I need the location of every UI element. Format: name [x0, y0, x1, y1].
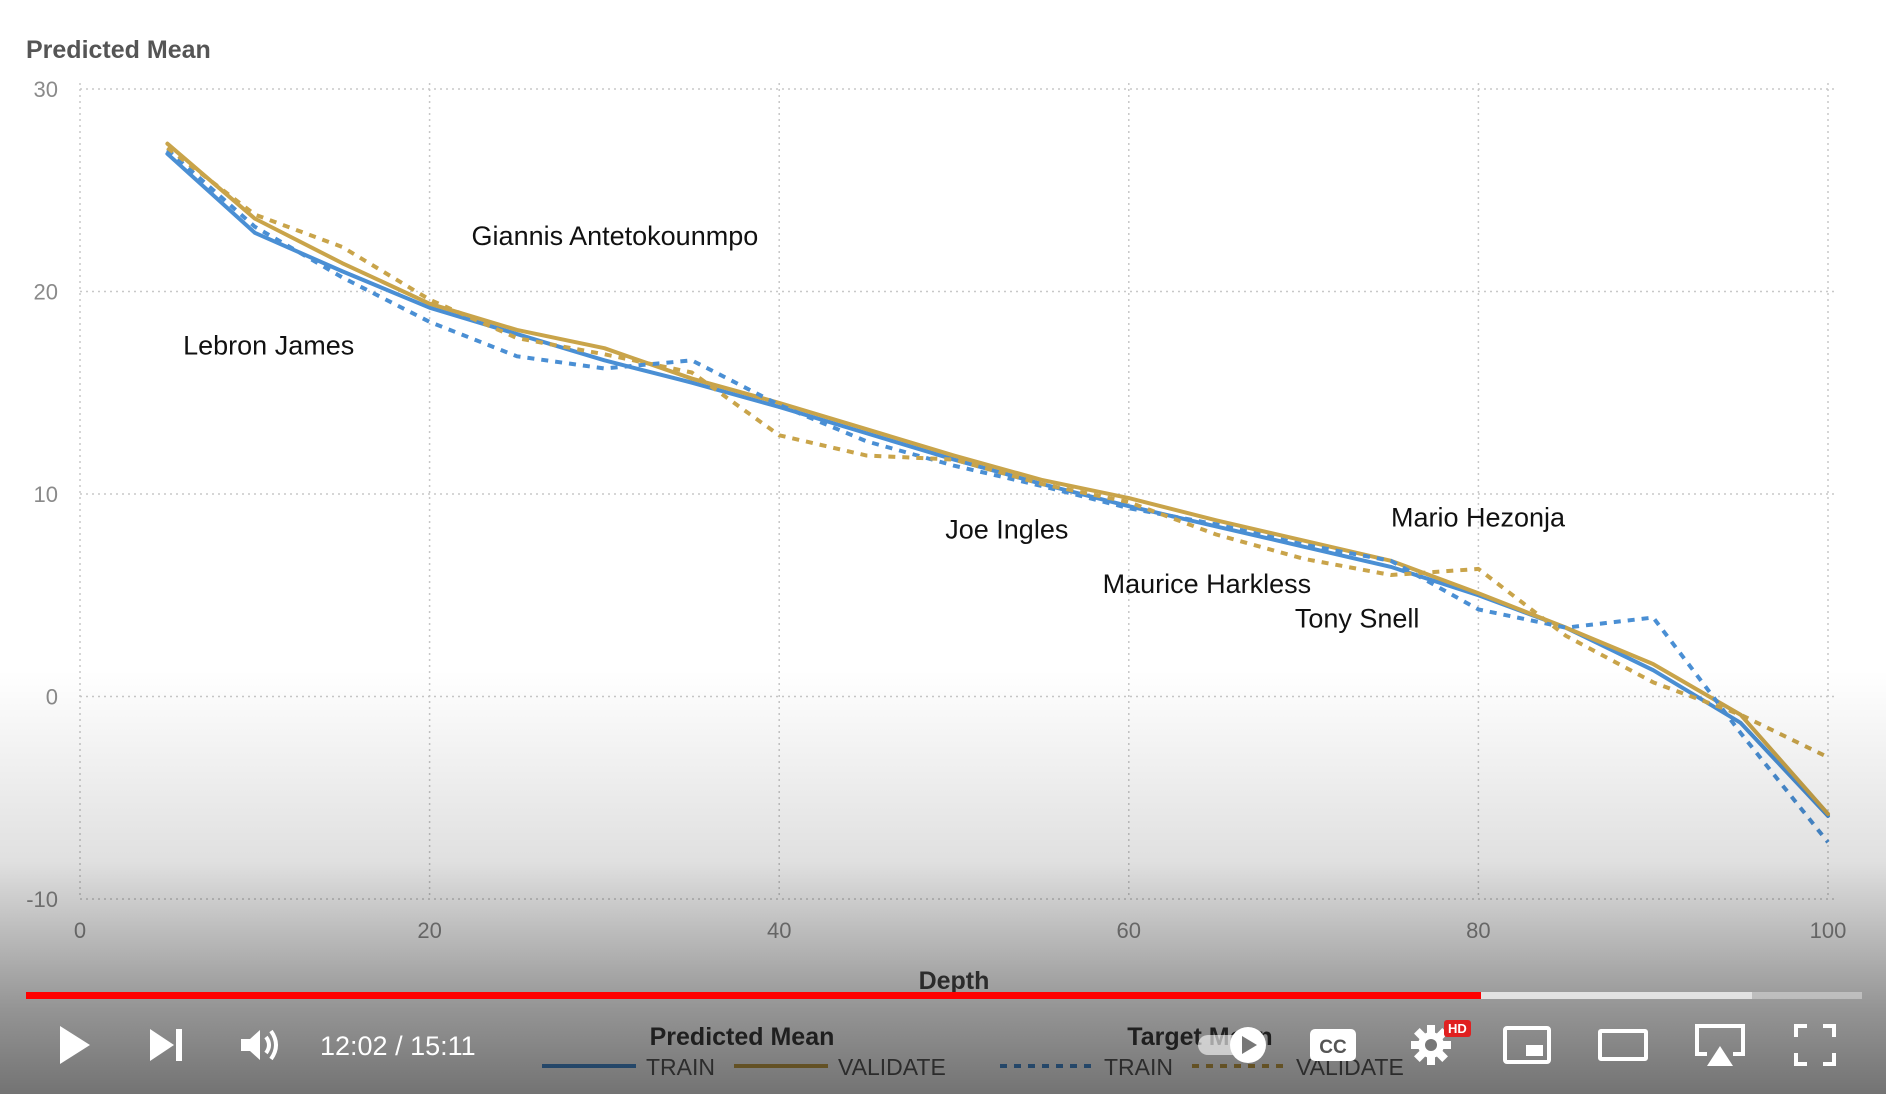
progress-bar[interactable]: [26, 992, 1862, 999]
x-tick-label: 100: [1810, 918, 1847, 943]
x-tick-label: 40: [767, 918, 791, 943]
control-bar: CC: [0, 1010, 1886, 1080]
series-line-target-mean-train: [166, 148, 1830, 844]
fullscreen-button[interactable]: [1786, 1010, 1844, 1080]
y-tick-label: 0: [46, 685, 58, 710]
settings-icon: [1411, 1025, 1451, 1065]
settings-button[interactable]: [1402, 1010, 1460, 1080]
x-tick-label: 0: [74, 918, 86, 943]
series-lines: [165, 141, 1830, 844]
autoplay-toggle-icon: [1198, 1027, 1266, 1063]
progress-played: [26, 992, 1482, 999]
autoplay-toggle[interactable]: [1196, 1010, 1270, 1080]
miniplayer-icon: [1503, 1026, 1551, 1064]
annotation-label: Mario Hezonja: [1391, 502, 1566, 532]
annotation-label: Maurice Harkless: [1103, 569, 1312, 599]
svg-text:CC: CC: [1319, 1037, 1347, 1058]
x-tick-label: 20: [417, 918, 441, 943]
y-axis-label: Predicted Mean: [26, 36, 211, 64]
captions-icon: CC: [1310, 1029, 1356, 1061]
volume-icon: [241, 1029, 278, 1061]
x-axis-label: Depth: [919, 967, 990, 995]
y-tick-label: -10: [26, 887, 58, 912]
captions-button[interactable]: CC: [1304, 1010, 1362, 1080]
annotation-label: Lebron James: [183, 330, 354, 360]
theater-mode-icon: [1598, 1029, 1648, 1061]
airplay-icon: [1695, 1024, 1745, 1066]
y-tick-label: 10: [34, 482, 58, 507]
x-tick-label: 80: [1466, 918, 1490, 943]
next-button[interactable]: [140, 1010, 192, 1080]
annotation-label: Joe Ingles: [945, 515, 1068, 545]
time-display: 12:02 / 15:11: [320, 1031, 476, 1061]
volume-button[interactable]: [232, 1010, 288, 1080]
series-line-target-mean-validate: [166, 146, 1829, 760]
miniplayer-button[interactable]: [1498, 1010, 1556, 1080]
next-icon: [150, 1029, 182, 1061]
airplay-button[interactable]: [1690, 1010, 1750, 1080]
player-annotations: Lebron James Giannis Antetokounmpo Joe Ing…: [183, 221, 1566, 634]
fullscreen-icon: [1794, 1024, 1836, 1066]
y-tick-label: 30: [34, 77, 58, 102]
annotation-label: Tony Snell: [1295, 604, 1420, 634]
hd-badge: HD: [1444, 1020, 1471, 1037]
tick-labels: -10 0 10 20 30 0 20 40 60 80 100: [26, 77, 1846, 943]
x-tick-label: 60: [1117, 918, 1141, 943]
grid-lines: [79, 83, 1834, 900]
series-line-predicted-mean-train: [165, 151, 1830, 818]
play-icon: [60, 1026, 90, 1064]
annotation-label: Giannis Antetokounmpo: [472, 221, 759, 251]
play-button[interactable]: [48, 1010, 100, 1080]
y-tick-label: 20: [34, 280, 58, 305]
theater-mode-button[interactable]: [1594, 1010, 1652, 1080]
series-line-predicted-mean-validate: [165, 141, 1830, 816]
